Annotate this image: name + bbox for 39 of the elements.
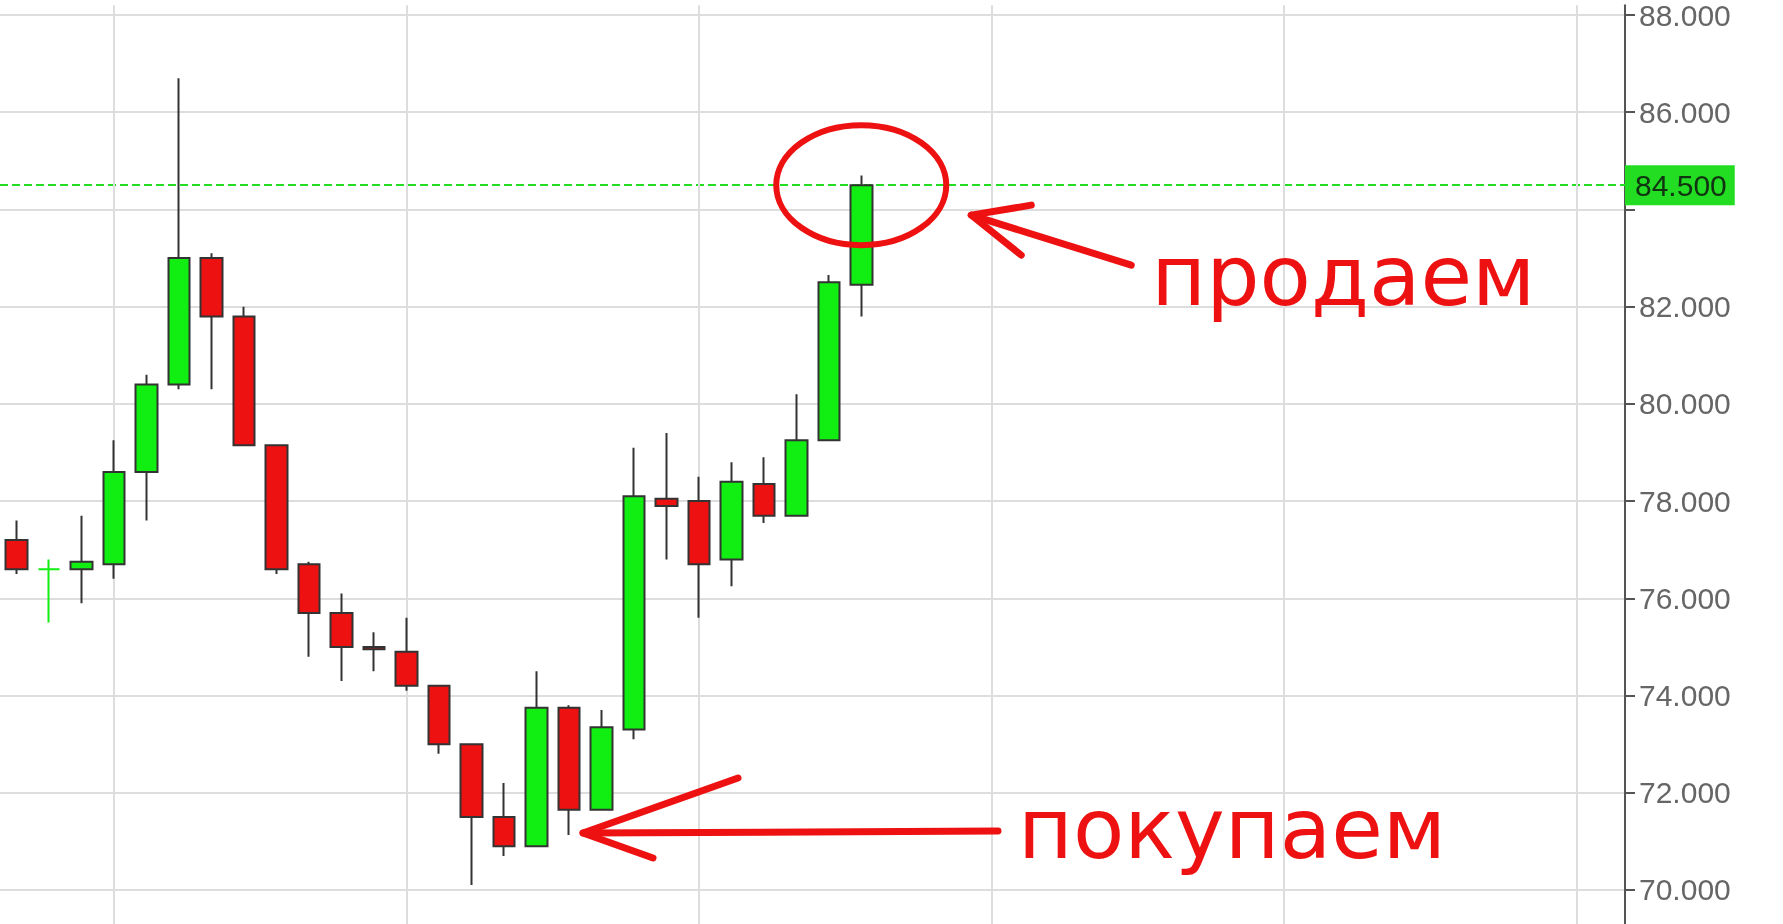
y-tick-label: 74.000 [1639, 679, 1731, 713]
y-tick-label: 70.000 [1639, 873, 1731, 907]
candlestick [557, 704, 581, 837]
candlestick [69, 514, 94, 605]
candlestick [264, 444, 289, 576]
candlestick [849, 174, 874, 318]
candlestick [427, 684, 451, 755]
candlestick [752, 456, 776, 524]
candlestick [232, 305, 256, 447]
candlestick [622, 446, 646, 741]
candlestick [134, 373, 159, 522]
y-tick-label: 78.000 [1639, 484, 1731, 518]
candlestick [102, 439, 126, 580]
candlestick [492, 782, 516, 857]
candlestick [524, 670, 549, 848]
y-tick-label: 88.000 [1639, 0, 1731, 32]
candlestick [459, 743, 484, 887]
candlestick [817, 274, 841, 442]
y-tick-label: 86.000 [1639, 95, 1731, 129]
y-tick-label: 76.000 [1639, 581, 1731, 615]
y-tick-label: 80.000 [1639, 387, 1731, 421]
candlestick [199, 252, 224, 391]
ref-line-label: 84.500 [1635, 168, 1727, 202]
candlestick [687, 475, 711, 619]
candlestick [784, 393, 809, 517]
candlestick [589, 709, 614, 811]
candlestick [297, 560, 321, 658]
candlestick [37, 558, 61, 624]
candlestick [394, 616, 419, 692]
candlestick [719, 461, 744, 588]
candlestick [167, 77, 191, 391]
y-tick-label: 82.000 [1639, 290, 1731, 324]
candlestick [4, 519, 29, 576]
y-tick-label: 72.000 [1639, 776, 1731, 810]
annotation: покупаем [1018, 780, 1447, 878]
candlestick [329, 592, 354, 682]
candlestick [654, 432, 679, 561]
annotation: продаем [1151, 227, 1536, 326]
candlestick [362, 631, 386, 673]
